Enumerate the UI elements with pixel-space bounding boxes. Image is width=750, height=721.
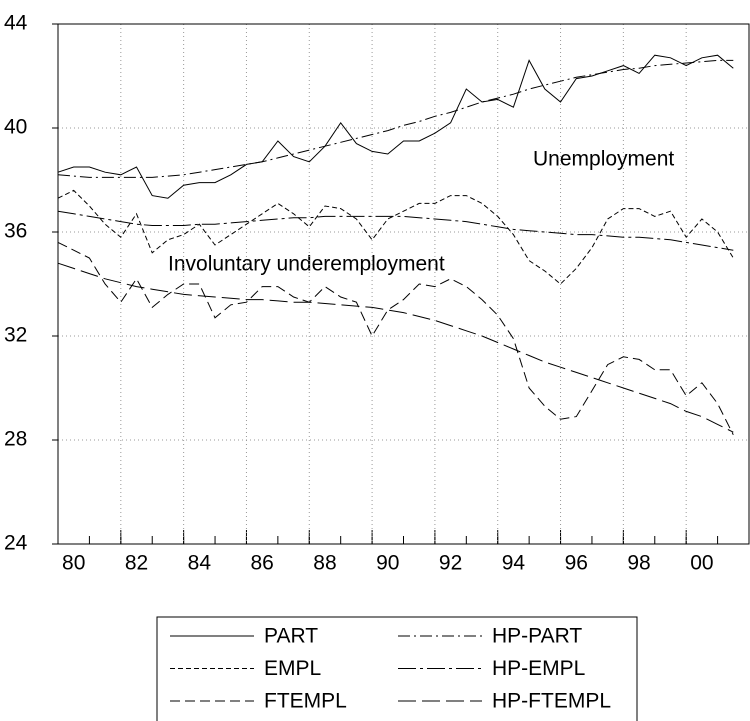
x-tick-label: 80 xyxy=(62,552,85,575)
legend-label: FTEMPL xyxy=(264,690,347,713)
x-tick-label: 00 xyxy=(690,552,713,575)
x-tick-label: 84 xyxy=(188,552,212,575)
x-tick-label: 92 xyxy=(439,552,462,575)
legend-label: HP-EMPL xyxy=(492,657,585,680)
x-tick-label: 96 xyxy=(565,552,588,575)
x-tick-label: 88 xyxy=(313,552,336,575)
series-line xyxy=(57,262,734,433)
x-tick-label: 94 xyxy=(502,552,526,575)
x-tick-label: 98 xyxy=(627,552,650,575)
y-tick-label: 24 xyxy=(4,532,28,555)
annotation: Unemployment xyxy=(533,148,674,171)
legend-label: HP-PART xyxy=(492,625,582,648)
x-tick-label: 90 xyxy=(376,552,399,575)
legend-label: PART xyxy=(264,625,318,648)
y-tick-label: 32 xyxy=(4,324,27,347)
y-tick-label: 36 xyxy=(4,220,27,243)
plot-frame xyxy=(57,23,750,545)
y-tick-label: 28 xyxy=(4,428,27,451)
annotation: Involuntary underemployment xyxy=(168,253,445,276)
legend-box xyxy=(156,616,638,721)
legend-label: EMPL xyxy=(264,657,321,680)
x-tick-label: 86 xyxy=(250,552,273,575)
series-line xyxy=(57,189,734,285)
legend-label: HP-FTEMPL xyxy=(492,690,611,713)
series-line xyxy=(57,210,734,251)
y-tick-label: 40 xyxy=(4,116,27,139)
series-line xyxy=(57,59,734,178)
y-tick-label: 44 xyxy=(4,12,28,35)
x-tick-label: 82 xyxy=(125,552,148,575)
series-line xyxy=(57,54,734,199)
series-line xyxy=(57,241,734,436)
